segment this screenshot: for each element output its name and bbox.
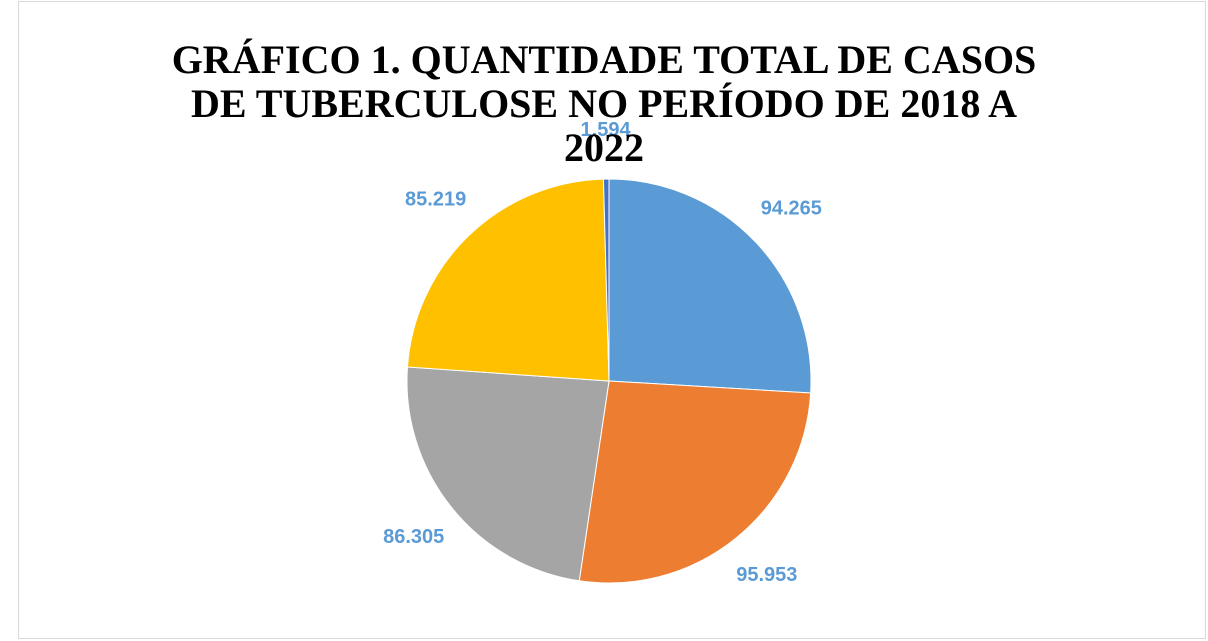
data-label: 95.953 (736, 564, 797, 586)
pie-slice (608, 178, 812, 394)
data-label: 94.265 (761, 197, 822, 219)
chart-title: GRÁFICO 1. QUANTIDADE TOTAL DE CASOS DE … (171, 37, 1037, 170)
data-label: 86.305 (383, 526, 444, 548)
data-label: 1.594 (581, 119, 632, 141)
pie-slice (406, 178, 610, 382)
data-label: 85.219 (405, 188, 466, 210)
chart-frame (18, 1, 1206, 639)
pie-slice (602, 178, 610, 382)
pie-slice (406, 366, 610, 582)
pie-slice (578, 380, 812, 584)
